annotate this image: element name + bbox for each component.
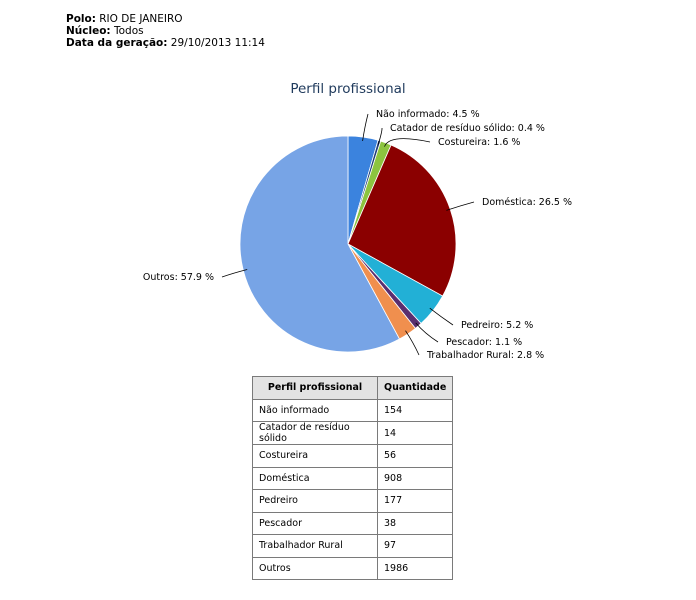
table-cell-quantidade: 1986 (376, 556, 454, 580)
column-header-quantidade: Quantidade (376, 376, 454, 400)
table-row: Doméstica 908 (252, 466, 454, 490)
table-cell-quantidade: 908 (376, 466, 454, 490)
nucleo-value: Todos (113, 25, 144, 37)
pie-leader-line (405, 330, 420, 356)
data-value: 29/10/2013 11:14 (170, 37, 265, 49)
pie-slice-label: Pescador: 1.1 % (446, 337, 522, 348)
polo-value: RIO DE JANEIRO (99, 13, 183, 25)
table-cell-perfil: Pedreiro (252, 489, 378, 513)
table-cell-quantidade: 154 (376, 398, 454, 422)
table-cell-quantidade: 38 (376, 511, 454, 535)
column-header-perfil: Perfil profissional (252, 376, 378, 400)
table-cell-quantidade: 177 (376, 489, 454, 513)
pie-leader-line (221, 269, 248, 278)
pie-slice-label: Não informado: 4.5 % (376, 109, 480, 120)
data-table: Perfil profissional Quantidade Não infor… (252, 376, 454, 580)
table-cell-perfil: Não informado (252, 398, 378, 422)
table-row: Catador de resíduo sólido 14 (252, 421, 454, 445)
pie-slice-label: Catador de resíduo sólido: 0.4 % (390, 123, 545, 134)
pie-leader-line (384, 138, 431, 147)
table-cell-perfil: Pescador (252, 511, 378, 535)
pie-leader-line (362, 113, 369, 142)
pie-slice-label: Outros: 57.9 % (143, 272, 214, 283)
report-meta: Polo: RIO DE JANEIRO Núcleo: Todos Data … (66, 13, 265, 49)
table-row: Costureira 56 (252, 444, 454, 468)
table-row: Não informado 154 (252, 398, 454, 422)
nucleo-line: Núcleo: Todos (66, 25, 265, 37)
table-cell-perfil: Costureira (252, 444, 378, 468)
table-cell-perfil: Doméstica (252, 466, 378, 490)
table-cell-perfil: Outros (252, 556, 378, 580)
table-row: Outros 1986 (252, 556, 454, 580)
table-cell-quantidade: 97 (376, 534, 454, 558)
polo-label: Polo: (66, 13, 96, 25)
table-cell-perfil: Trabalhador Rural (252, 534, 378, 558)
pie-slice-label: Pedreiro: 5.2 % (461, 320, 533, 331)
pie-leader-line (377, 127, 383, 145)
nucleo-label: Núcleo: (66, 25, 111, 37)
pie-chart: Não informado: 4.5 % Catador de resíduo s… (143, 109, 572, 361)
table-row: Trabalhador Rural 97 (252, 534, 454, 558)
data-line: Data da geração: 29/10/2013 11:14 (66, 37, 265, 49)
polo-line: Polo: RIO DE JANEIRO (66, 13, 265, 25)
pie-leader-line (446, 201, 475, 211)
pie-leader-line (429, 307, 454, 326)
table-row: Pedreiro 177 (252, 489, 454, 513)
table-cell-perfil: Catador de resíduo sólido (252, 421, 378, 445)
table-row: Pescador 38 (252, 511, 454, 535)
data-label: Data da geração: (66, 37, 168, 49)
chart-title: Perfil profissional (290, 81, 406, 97)
table-cell-quantidade: 56 (376, 444, 454, 468)
table-header-row: Perfil profissional Quantidade (252, 376, 454, 400)
table-cell-quantidade: 14 (376, 421, 454, 445)
pie-slice-label: Doméstica: 26.5 % (482, 197, 572, 208)
pie-leader-line (415, 322, 439, 343)
pie-slice-label: Trabalhador Rural: 2.8 % (426, 350, 544, 361)
pie-slice-label: Costureira: 1.6 % (438, 137, 520, 148)
